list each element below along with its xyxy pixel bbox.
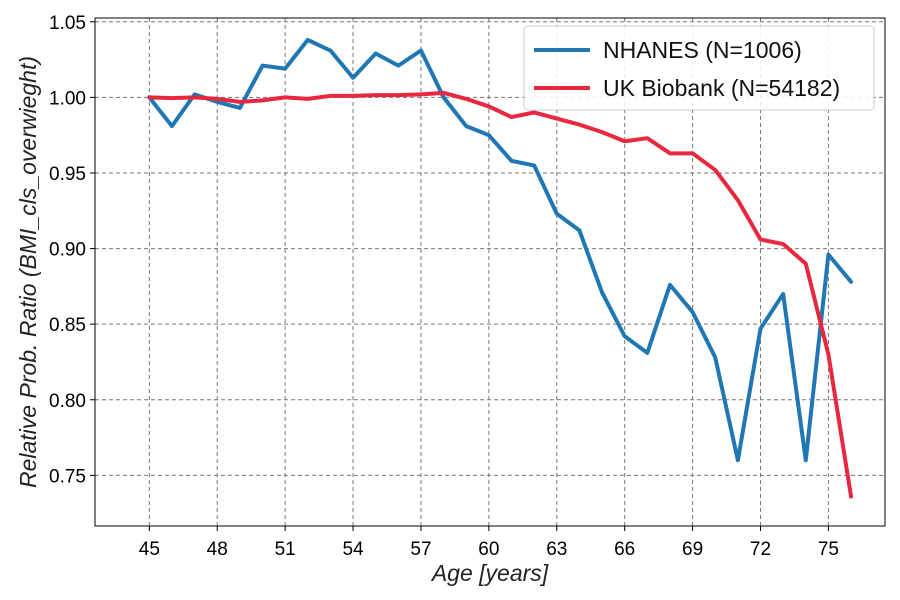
x-tick-label: 75 — [818, 539, 839, 560]
plot-frame — [94, 17, 886, 527]
x-tick-label: 60 — [478, 539, 499, 560]
legend-label-ukbiobank: UK Biobank (N=54182) — [603, 75, 840, 101]
legend-box — [523, 25, 875, 111]
x-tick-label: 51 — [275, 539, 296, 560]
x-ticks: 45 48 51 54 57 60 63 66 69 72 75 — [139, 526, 839, 560]
y-tick-label: 1.05 — [49, 13, 86, 34]
series-layer — [147, 37, 854, 499]
y-tick-label: 0.90 — [49, 240, 86, 261]
y-axis-title: Relative Prob. Ratio (BMI_cls_overwieght… — [15, 56, 41, 488]
y-tick-label: 1.00 — [49, 88, 86, 109]
x-tick-label: 48 — [207, 539, 228, 560]
x-tick-label: 69 — [682, 539, 703, 560]
y-tick-label: 0.75 — [49, 466, 86, 487]
x-tick-label: 63 — [546, 539, 567, 560]
x-tick-label: 66 — [614, 539, 635, 560]
x-tick-label: 54 — [342, 539, 364, 560]
x-tick-label: 45 — [139, 539, 160, 560]
x-tick-label: 72 — [750, 539, 771, 560]
x-tick-label: 57 — [410, 539, 431, 560]
y-tick-label: 0.95 — [49, 164, 86, 185]
legend-label-nhanes: NHANES (N=1006) — [603, 37, 802, 63]
y-ticks: 0.75 0.80 0.85 0.90 0.95 1.00 1.05 — [49, 13, 95, 487]
series-line-ukbiobank — [147, 90, 854, 499]
x-axis-title: Age [years] — [430, 560, 549, 586]
y-tick-label: 0.85 — [49, 315, 86, 336]
y-tick-label: 0.80 — [49, 391, 86, 412]
legend: NHANES (N=1006) UK Biobank (N=54182) — [523, 25, 875, 111]
series-line-nhanes — [147, 37, 854, 463]
